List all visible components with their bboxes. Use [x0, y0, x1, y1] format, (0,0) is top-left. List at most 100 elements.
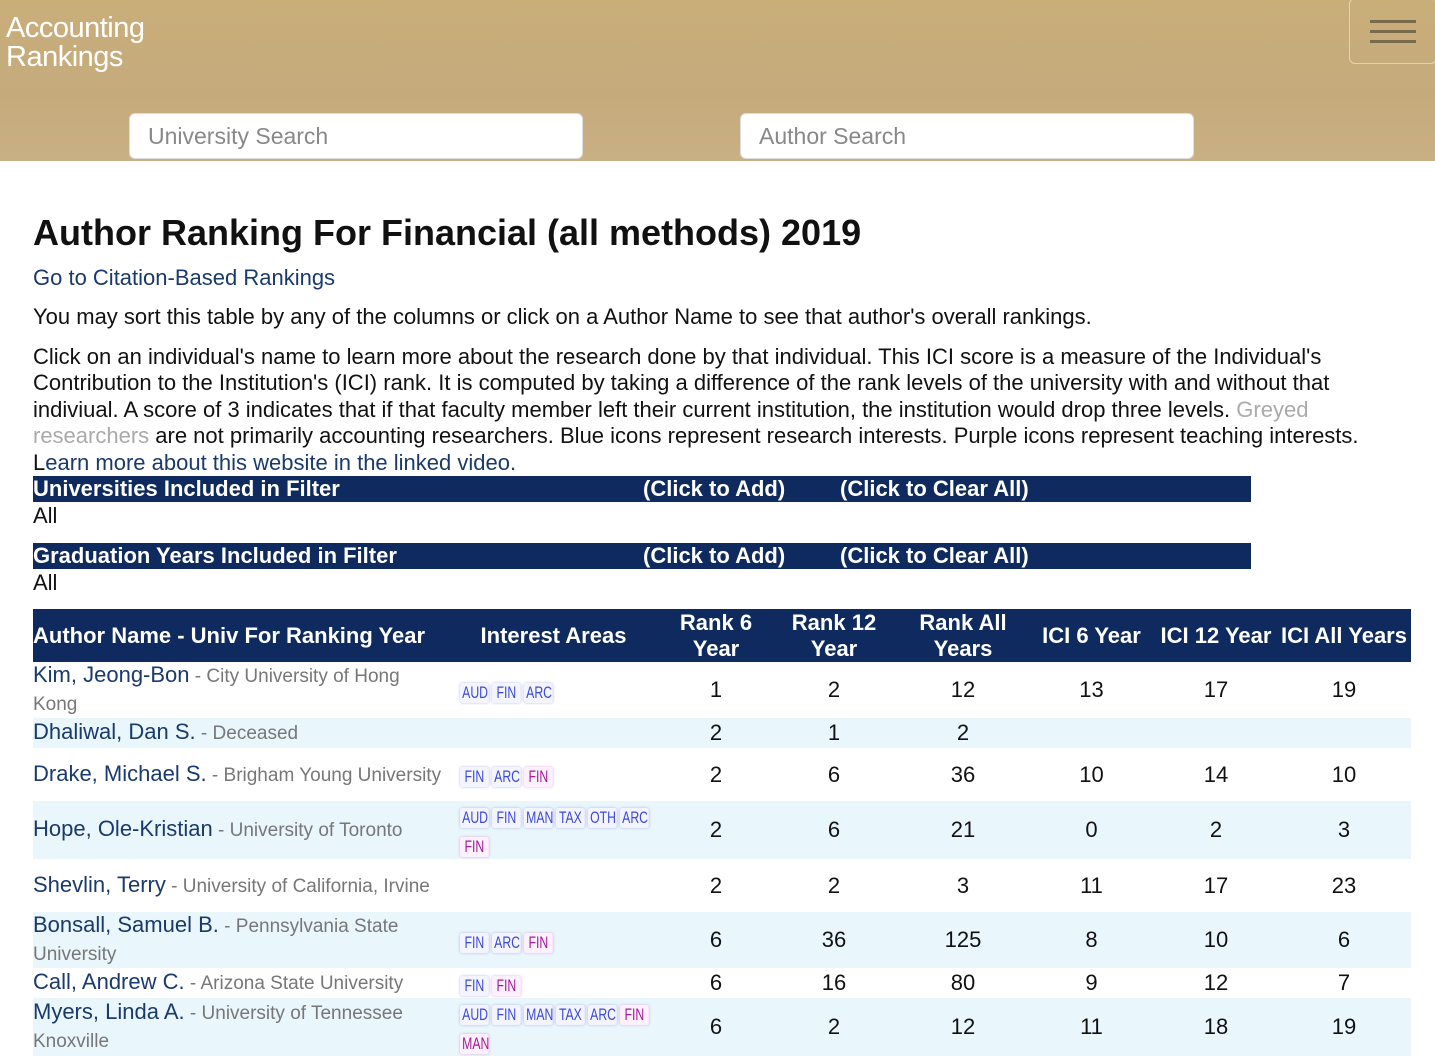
separator: -	[206, 764, 224, 786]
header-ici-all-years[interactable]: ICI All Years	[1281, 622, 1407, 648]
interest-tag-aud-research[interactable]: AUD	[460, 808, 489, 828]
separator: -	[212, 820, 230, 841]
cell-ici6: 10	[1079, 761, 1104, 787]
interest-tag-arc-research[interactable]: ARC	[492, 932, 521, 953]
cell-rank12: 1	[827, 720, 841, 745]
author-name-link[interactable]: Myers, Linda A.	[33, 999, 185, 1024]
interest-tag-tax-research[interactable]: TAX	[556, 808, 585, 828]
interest-tag-fin-research[interactable]: FIN	[492, 808, 521, 828]
separator: -	[165, 875, 183, 897]
interest-tag-fin-research[interactable]: FIN	[460, 767, 489, 787]
author-name-link[interactable]: Hope, Ole-Kristian	[33, 816, 213, 841]
interest-tag-man-research[interactable]: MAN	[524, 808, 553, 828]
author-cell: Dhaliwal, Dan S. - Deceased	[33, 718, 445, 748]
cell-rank6: 6	[709, 970, 723, 995]
cell-rank6: 2	[709, 761, 723, 787]
separator: -	[218, 916, 236, 937]
cell-rankall: 2	[956, 720, 970, 745]
citation-rankings-link[interactable]: Go to Citation-Based Rankings	[33, 265, 336, 290]
header-rank-12-year[interactable]: Rank 12 Year	[791, 609, 877, 661]
interest-tag-arc-research[interactable]: ARC	[620, 808, 649, 828]
cell-ici6: 8	[1085, 927, 1098, 952]
cell-rankall: 80	[950, 970, 976, 995]
site-header: Accounting Rankings	[0, 0, 1435, 161]
interest-tag-man-teaching[interactable]: MAN	[460, 1034, 489, 1054]
header-ici-6-year[interactable]: ICI 6 Year	[1042, 622, 1141, 648]
cell-rank12: 2	[827, 677, 841, 702]
sort-instructions: You may sort this table by any of the co…	[33, 304, 1092, 329]
interest-tag-oth-research[interactable]: OTH	[588, 808, 617, 828]
interest-tag-fin-teaching[interactable]: FIN	[524, 767, 553, 787]
author-cell: Bonsall, Samuel B. - Pennsylvania State …	[33, 912, 445, 968]
cell-ici6: 13	[1079, 677, 1104, 702]
author-name-link[interactable]: Dhaliwal, Dan S.	[33, 719, 196, 744]
description-text: Click on an individual's name to learn m…	[33, 344, 1413, 477]
interest-tag-aud-research[interactable]: AUD	[460, 1005, 489, 1025]
logo-line-1: Accounting	[6, 12, 145, 44]
author-cell: Hope, Ole-Kristian - University of Toron…	[33, 801, 445, 859]
author-university: Arizona State University	[200, 973, 404, 994]
author-name-link[interactable]: Bonsall, Samuel B.	[33, 912, 219, 937]
interest-tag-arc-research[interactable]: ARC	[588, 1005, 617, 1025]
interest-tag-fin-teaching[interactable]: FIN	[524, 932, 553, 953]
author-cell: Drake, Michael S. - Brigham Young Univer…	[33, 748, 445, 801]
author-university: University of California, Irvine	[182, 875, 430, 897]
interest-areas-cell: FIN ARC FIN	[445, 748, 662, 801]
grad-years-add-button[interactable]: (Click to Add)	[643, 543, 786, 568]
author-name-link[interactable]: Drake, Michael S.	[33, 760, 207, 786]
author-name-link[interactable]: Call, Andrew C.	[33, 969, 185, 994]
cell-rankall: 36	[950, 761, 976, 787]
interest-areas-cell: AUD FIN ARC	[445, 662, 662, 718]
interest-tag-fin-teaching[interactable]: FIN	[460, 837, 489, 857]
author-name-link[interactable]: Shevlin, Terry	[33, 871, 166, 897]
table-row: Shevlin, Terry - University of Californi…	[33, 859, 1411, 912]
cell-rankall: 12	[950, 1014, 976, 1039]
hamburger-menu-icon[interactable]	[1349, 0, 1435, 64]
table-row: Dhaliwal, Dan S. - Deceased 2 1 2	[33, 718, 1411, 748]
site-logo[interactable]: Accounting Rankings	[6, 14, 145, 72]
grad-years-clear-button[interactable]: (Click to Clear All)	[840, 543, 1029, 568]
header-author-name[interactable]: Author Name - Univ For Ranking Year	[33, 622, 426, 648]
interest-areas-cell	[445, 718, 662, 748]
interest-tag-aud-research[interactable]: AUD	[460, 682, 489, 703]
universities-filter-bar: Universities Included in Filter (Click t…	[33, 476, 1251, 502]
interest-tag-fin-research[interactable]: FIN	[492, 682, 521, 703]
greyed-researchers-text: Greyed researchers	[33, 396, 1309, 449]
header-rank-all-years[interactable]: Rank All Years	[919, 609, 1007, 661]
cell-rank12: 16	[821, 970, 847, 995]
cell-ici6	[1028, 718, 1155, 748]
interest-tag-man-research[interactable]: MAN	[524, 1005, 553, 1025]
interest-tag-arc-research[interactable]: ARC	[492, 767, 521, 787]
cell-ici12: 17	[1203, 872, 1229, 898]
table-row: Kim, Jeong-Bon - City University of Hong…	[33, 662, 1411, 718]
interest-tag-fin-research[interactable]: FIN	[492, 1005, 521, 1025]
cell-iciall: 19	[1331, 677, 1357, 702]
header-rank-6-year[interactable]: Rank 6 Year	[679, 609, 753, 661]
cell-iciall	[1277, 718, 1411, 748]
cell-rank6: 6	[709, 1014, 723, 1039]
interest-tag-tax-research[interactable]: TAX	[556, 1005, 585, 1025]
university-search-input[interactable]	[129, 113, 583, 159]
cell-ici6: 0	[1085, 817, 1098, 842]
universities-add-button[interactable]: (Click to Add)	[643, 476, 786, 501]
header-ici-12-year[interactable]: ICI 12 Year	[1160, 622, 1272, 648]
cell-ici6: 11	[1080, 1014, 1103, 1039]
cell-ici12: 12	[1203, 970, 1229, 995]
universities-clear-button[interactable]: (Click to Clear All)	[840, 476, 1029, 501]
description-part-1: Click on an individual's name to learn m…	[33, 343, 1330, 422]
interest-tag-fin-research[interactable]: FIN	[460, 932, 489, 953]
interest-tag-fin-teaching[interactable]: FIN	[492, 975, 521, 996]
cell-rankall: 125	[944, 927, 982, 952]
video-link[interactable]: earn more about this website in the link…	[45, 449, 517, 475]
cell-rank6: 6	[709, 927, 723, 952]
header-interest-areas[interactable]: Interest Areas	[480, 622, 627, 648]
grad-years-filter-bar: Graduation Years Included in Filter (Cli…	[33, 543, 1251, 569]
interest-tag-fin-teaching[interactable]: FIN	[620, 1005, 649, 1025]
interest-tag-fin-research[interactable]: FIN	[460, 975, 489, 996]
author-search-input[interactable]	[740, 113, 1194, 159]
interest-tag-arc-research[interactable]: ARC	[524, 682, 553, 703]
cell-iciall: 3	[1337, 817, 1351, 842]
cell-rank12: 6	[827, 761, 841, 787]
author-name-link[interactable]: Kim, Jeong-Bon	[33, 662, 190, 687]
interest-areas-cell: AUD FIN MAN TAX OTH ARCFIN	[445, 801, 662, 859]
